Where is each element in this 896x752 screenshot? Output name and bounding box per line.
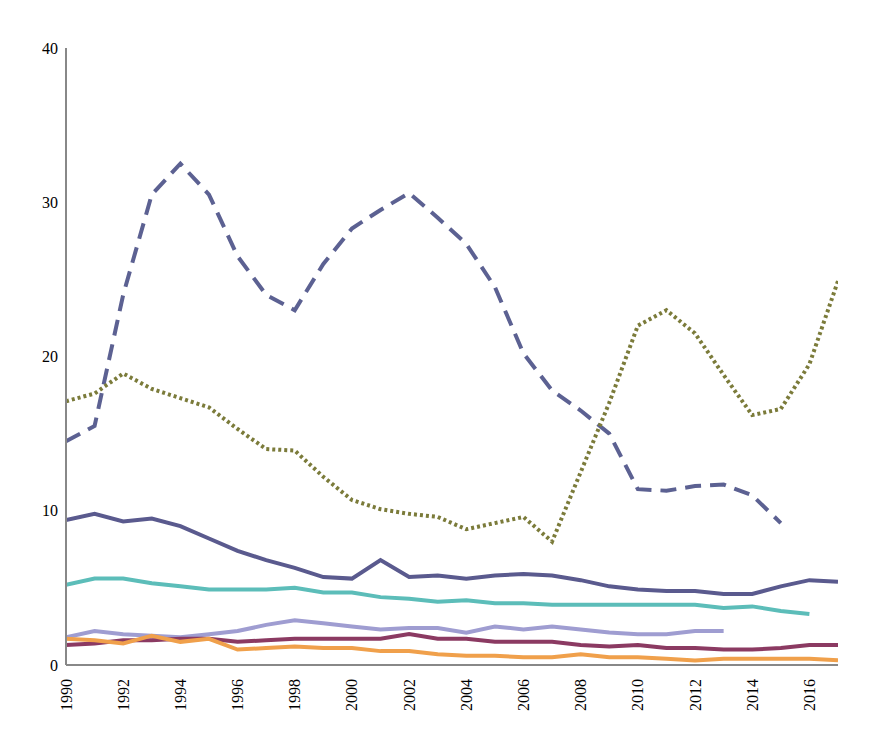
svg-text:10: 10 (42, 502, 58, 519)
svg-text:2008: 2008 (572, 679, 589, 711)
svg-text:20: 20 (42, 348, 58, 365)
svg-text:1994: 1994 (172, 679, 189, 711)
svg-text:2014: 2014 (744, 679, 761, 711)
svg-text:1990: 1990 (58, 679, 75, 711)
svg-text:2004: 2004 (458, 679, 475, 711)
svg-text:40: 40 (42, 40, 58, 57)
svg-text:2012: 2012 (687, 679, 704, 711)
svg-text:1998: 1998 (286, 679, 303, 711)
svg-text:1996: 1996 (229, 679, 246, 711)
svg-text:2002: 2002 (401, 679, 418, 711)
svg-text:0: 0 (50, 657, 58, 674)
svg-text:30: 30 (42, 194, 58, 211)
svg-text:2016: 2016 (801, 679, 818, 711)
svg-text:2006: 2006 (515, 679, 532, 711)
svg-text:2000: 2000 (343, 679, 360, 711)
svg-text:1992: 1992 (115, 679, 132, 711)
svg-text:2010: 2010 (629, 679, 646, 711)
